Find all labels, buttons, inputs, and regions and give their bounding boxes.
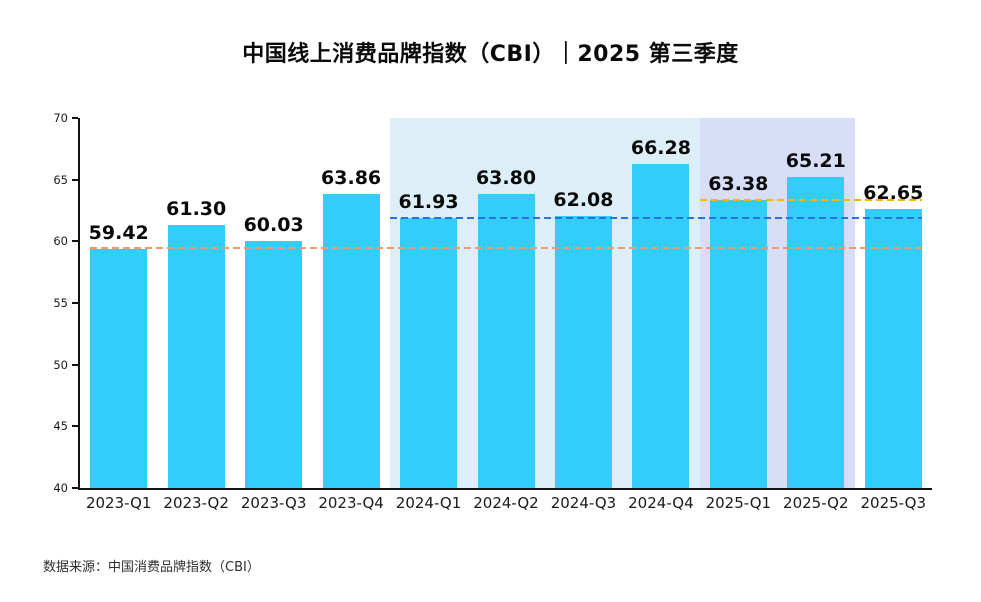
bar-2023-Q1: [90, 248, 148, 488]
y-tick-mark: [72, 425, 78, 428]
y-tick-label: 65: [53, 172, 68, 187]
x-tick-label: 2024-Q3: [550, 494, 617, 512]
bar-2023-Q3: [245, 240, 303, 488]
x-tick-label: 2025-Q1: [705, 494, 772, 512]
value-label: 63.80: [475, 167, 537, 190]
x-tick-label: 2025-Q2: [783, 494, 849, 512]
bar-2024-Q3: [554, 215, 612, 488]
bar-2025-Q2: [787, 177, 845, 488]
y-tick-label: 55: [53, 296, 68, 310]
y-tick-mark: [72, 240, 78, 243]
value-label: 59.42: [88, 221, 149, 244]
x-tick-label: 2024-Q4: [628, 494, 694, 512]
x-tick-label: 2025-Q3: [860, 494, 927, 512]
y-tick-mark: [72, 178, 78, 181]
y-tick-label: 70: [53, 111, 68, 125]
reference-line-2024-Q1-level: [389, 216, 922, 219]
x-tick-label: 2023-Q4: [318, 494, 384, 512]
x-tick-label: 2024-Q1: [395, 494, 462, 512]
y-tick-mark: [72, 363, 78, 366]
x-tick-label: 2024-Q2: [473, 494, 539, 512]
source-note: 数据来源：中国消费品牌指数（CBI）: [43, 560, 260, 575]
value-label: 61.30: [166, 198, 227, 221]
bar-2025-Q1: [709, 199, 767, 488]
value-label: 63.86: [321, 166, 382, 189]
reference-line-2025-Q1-level: [699, 198, 922, 201]
value-label: 60.03: [243, 213, 304, 236]
y-tick-label: 45: [53, 419, 68, 434]
bar-2024-Q2: [477, 194, 535, 488]
value-label: 61.93: [398, 190, 459, 213]
x-tick-label: 2023-Q3: [240, 494, 307, 512]
bar-2023-Q2: [167, 225, 225, 488]
x-tick-label: 2023-Q2: [163, 494, 229, 512]
bar-2024-Q4: [632, 163, 690, 488]
x-tick-label: 2023-Q1: [85, 494, 152, 512]
value-label: 63.38: [708, 172, 769, 195]
reference-line-2023-Q1-level: [90, 247, 922, 250]
y-tick-label: 50: [53, 357, 68, 372]
y-tick-mark: [72, 487, 78, 489]
bar-2023-Q4: [322, 193, 380, 488]
bar-2025-Q3: [864, 208, 922, 488]
value-label: 62.08: [553, 188, 614, 211]
bar-chart-plot-area: 59.42 2023-Q1 61.30 2023-Q2 60.03 2023-Q3 63.8…: [53, 111, 932, 512]
y-tick-mark: [72, 302, 78, 304]
y-tick-label: 60: [53, 234, 68, 249]
value-label: 62.65: [863, 181, 924, 204]
y-tick-label: 40: [53, 481, 68, 495]
chart-title: 中国线上消费品牌指数（CBI）｜2025 第三季度: [242, 42, 739, 67]
y-tick-mark: [72, 117, 78, 119]
value-label: 65.21: [785, 150, 846, 173]
value-label: 66.28: [630, 136, 691, 159]
bar-2024-Q1: [400, 217, 458, 488]
